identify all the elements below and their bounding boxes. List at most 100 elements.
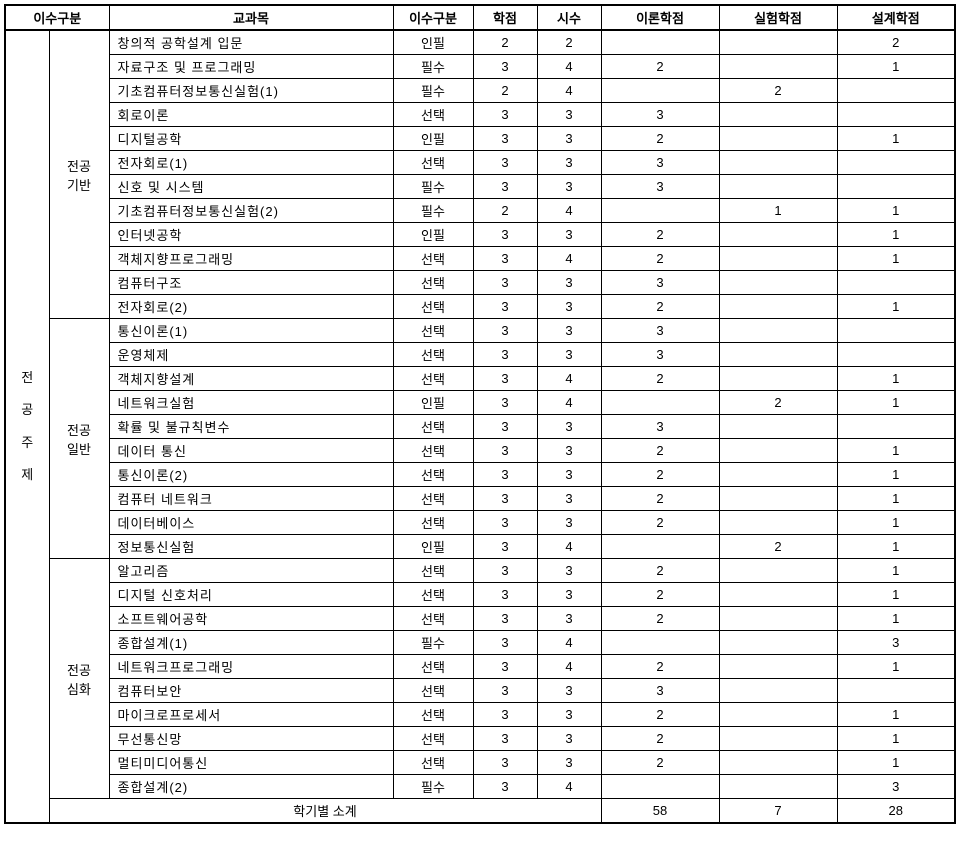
course-name-cell: 회로이론 — [109, 103, 393, 127]
table-row: 종합설계(2)필수343 — [5, 775, 955, 799]
credit-cell: 3 — [473, 487, 537, 511]
table-row: 데이터 통신선택3321 — [5, 439, 955, 463]
lab-cell — [719, 703, 837, 727]
design-cell: 1 — [837, 223, 955, 247]
course-name-cell: 컴퓨터 네트워크 — [109, 487, 393, 511]
course-name-cell: 마이크로프로세서 — [109, 703, 393, 727]
credit-cell: 2 — [473, 30, 537, 55]
table-row: 전자회로(1)선택333 — [5, 151, 955, 175]
hours-cell: 3 — [537, 127, 601, 151]
lab-cell — [719, 367, 837, 391]
design-cell — [837, 319, 955, 343]
type-cell: 선택 — [393, 295, 473, 319]
theory-cell: 3 — [601, 103, 719, 127]
hours-cell: 3 — [537, 295, 601, 319]
course-name-cell: 종합설계(1) — [109, 631, 393, 655]
table-row: 디지털 신호처리선택3321 — [5, 583, 955, 607]
theory-cell — [601, 79, 719, 103]
course-name-cell: 컴퓨터구조 — [109, 271, 393, 295]
lab-cell — [719, 655, 837, 679]
table-body: 전공주제전공기반창의적 공학설계 입문인필222자료구조 및 프로그래밍필수34… — [5, 30, 955, 823]
course-name-cell: 통신이론(1) — [109, 319, 393, 343]
theory-cell — [601, 30, 719, 55]
lab-cell: 2 — [719, 391, 837, 415]
table-row: 객체지향설계선택3421 — [5, 367, 955, 391]
course-name-cell: 전자회로(2) — [109, 295, 393, 319]
course-name-cell: 통신이론(2) — [109, 463, 393, 487]
credit-cell: 3 — [473, 439, 537, 463]
type-cell: 선택 — [393, 271, 473, 295]
theory-cell: 2 — [601, 127, 719, 151]
credit-cell: 3 — [473, 343, 537, 367]
table-row: 네트워크프로그래밍선택3421 — [5, 655, 955, 679]
theory-cell — [601, 631, 719, 655]
design-cell: 1 — [837, 199, 955, 223]
theory-cell — [601, 391, 719, 415]
lab-cell — [719, 511, 837, 535]
lab-cell: 2 — [719, 79, 837, 103]
theory-cell: 2 — [601, 487, 719, 511]
design-cell: 1 — [837, 583, 955, 607]
hours-cell: 3 — [537, 727, 601, 751]
theory-cell: 3 — [601, 151, 719, 175]
credit-cell: 3 — [473, 175, 537, 199]
header-hours: 시수 — [537, 5, 601, 30]
hours-cell: 4 — [537, 535, 601, 559]
design-cell — [837, 271, 955, 295]
subtotal-lab: 7 — [719, 799, 837, 824]
course-name-cell: 네트워크프로그래밍 — [109, 655, 393, 679]
table-row: 확률 및 불규칙변수선택333 — [5, 415, 955, 439]
type-cell: 선택 — [393, 103, 473, 127]
design-cell: 1 — [837, 655, 955, 679]
credit-cell: 3 — [473, 415, 537, 439]
design-cell: 1 — [837, 607, 955, 631]
table-row: 컴퓨터구조선택333 — [5, 271, 955, 295]
header-lab: 실험학점 — [719, 5, 837, 30]
credit-cell: 3 — [473, 559, 537, 583]
theory-cell: 2 — [601, 367, 719, 391]
design-cell: 2 — [837, 30, 955, 55]
credit-cell: 3 — [473, 727, 537, 751]
course-name-cell: 데이터 통신 — [109, 439, 393, 463]
lab-cell — [719, 343, 837, 367]
type-cell: 선택 — [393, 367, 473, 391]
hours-cell: 3 — [537, 511, 601, 535]
hours-cell: 2 — [537, 30, 601, 55]
design-cell — [837, 343, 955, 367]
type-cell: 필수 — [393, 79, 473, 103]
design-cell — [837, 103, 955, 127]
credit-cell: 3 — [473, 607, 537, 631]
hours-cell: 4 — [537, 391, 601, 415]
design-cell: 1 — [837, 295, 955, 319]
credit-cell: 2 — [473, 79, 537, 103]
design-cell — [837, 175, 955, 199]
table-row: 무선통신망선택3321 — [5, 727, 955, 751]
lab-cell — [719, 319, 837, 343]
hours-cell: 4 — [537, 655, 601, 679]
table-row: 컴퓨터 네트워크선택3321 — [5, 487, 955, 511]
table-row: 운영체제선택333 — [5, 343, 955, 367]
hours-cell: 3 — [537, 175, 601, 199]
design-cell: 1 — [837, 127, 955, 151]
lab-cell — [719, 679, 837, 703]
table-row: 소프트웨어공학선택3321 — [5, 607, 955, 631]
type-cell: 선택 — [393, 487, 473, 511]
design-cell: 1 — [837, 247, 955, 271]
theory-cell: 3 — [601, 271, 719, 295]
design-cell — [837, 415, 955, 439]
credit-cell: 3 — [473, 775, 537, 799]
credit-cell: 3 — [473, 535, 537, 559]
course-name-cell: 멀티미디어통신 — [109, 751, 393, 775]
theory-cell: 2 — [601, 439, 719, 463]
lab-cell — [719, 30, 837, 55]
lab-cell — [719, 463, 837, 487]
table-row: 데이터베이스선택3321 — [5, 511, 955, 535]
course-name-cell: 인터넷공학 — [109, 223, 393, 247]
credit-cell: 3 — [473, 55, 537, 79]
lab-cell — [719, 295, 837, 319]
type-cell: 선택 — [393, 343, 473, 367]
design-cell: 1 — [837, 703, 955, 727]
theory-cell — [601, 775, 719, 799]
credit-cell: 3 — [473, 367, 537, 391]
design-cell — [837, 679, 955, 703]
